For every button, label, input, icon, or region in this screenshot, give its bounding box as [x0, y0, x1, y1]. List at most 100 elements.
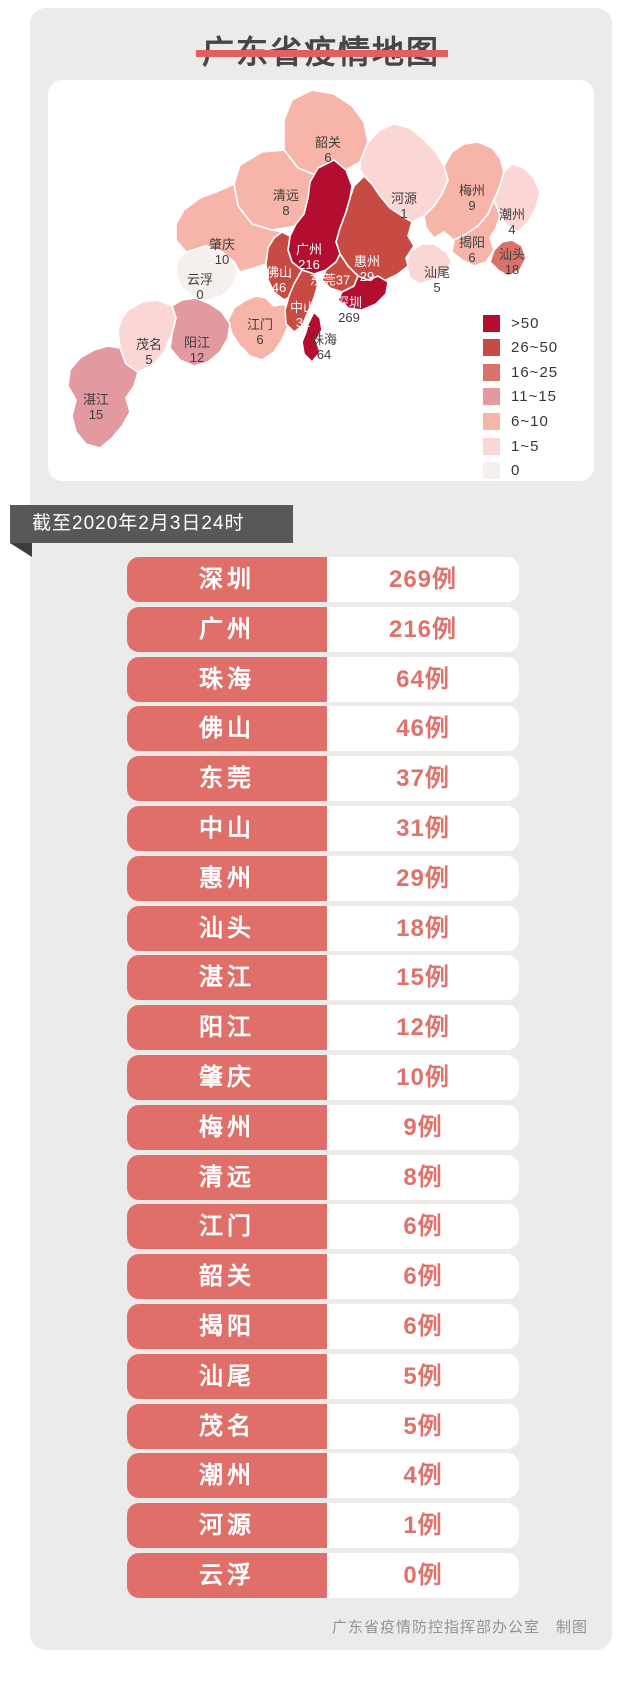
legend-label: 6~10 — [511, 412, 549, 430]
map-label-jieyang: 揭阳 6 — [458, 234, 486, 265]
case-count: 216例 — [327, 606, 519, 652]
legend-item-zero: 0 — [483, 462, 520, 480]
case-count: 4例 — [327, 1453, 519, 1499]
table-row: 深圳 269例 — [127, 557, 519, 602]
city-name: 佛山 — [127, 706, 327, 752]
legend-item-r26_50: 26~50 — [483, 339, 558, 357]
map-label-heyuan: 河源 1 — [390, 190, 418, 221]
map-label-zhongshan: 中山 31 — [289, 299, 317, 330]
case-count: 0例 — [327, 1552, 519, 1598]
case-count: 18例 — [327, 905, 519, 951]
legend-label: 11~15 — [511, 388, 558, 406]
map-label-qingyuan: 清远 8 — [272, 187, 300, 218]
map-region-zhuhai — [301, 311, 323, 363]
map-label-shantou: 汕头 18 — [498, 246, 526, 277]
map-region-yangjiang — [169, 297, 231, 367]
city-name: 河源 — [127, 1503, 327, 1549]
map-label-zhuhai: 珠海 64 — [310, 331, 338, 362]
case-count: 6例 — [327, 1303, 519, 1349]
legend-swatch — [483, 388, 500, 406]
map-label-zhanjiang: 湛江 15 — [82, 391, 110, 422]
table-row: 江门 6例 — [127, 1204, 519, 1250]
legend-label: 16~25 — [511, 363, 559, 381]
legend-label: 1~5 — [511, 437, 540, 455]
case-count: 46例 — [327, 706, 519, 752]
table-row: 珠海 64例 — [127, 656, 519, 702]
map-label-foshan: 佛山 46 — [265, 264, 293, 295]
map-label-yunfu: 云浮 0 — [186, 271, 214, 302]
case-count: 31例 — [327, 805, 519, 851]
legend-label: 0 — [511, 462, 521, 480]
table-row: 湛江 15例 — [127, 955, 519, 1001]
city-name: 珠海 — [127, 656, 327, 702]
table-row: 茂名 5例 — [127, 1403, 519, 1449]
case-count: 29例 — [327, 855, 519, 901]
map-region-jieyang — [451, 199, 501, 267]
legend-swatch — [483, 314, 500, 332]
table-row: 中山 31例 — [127, 805, 519, 851]
map-label-dongguan: 东莞37 — [309, 272, 351, 288]
map-region-shenzhen — [337, 275, 389, 311]
city-name: 云浮 — [127, 1552, 327, 1598]
case-count: 6例 — [327, 1204, 519, 1250]
legend-label: >50 — [511, 314, 540, 332]
table-row: 汕尾 5例 — [127, 1353, 519, 1399]
case-count: 1例 — [327, 1503, 519, 1549]
city-name: 揭阳 — [127, 1303, 327, 1349]
case-count: 6例 — [327, 1254, 519, 1300]
map-label-maoming: 茂名 5 — [135, 336, 163, 367]
map-region-shanwei — [405, 243, 453, 285]
city-name: 中山 — [127, 805, 327, 851]
city-name: 茂名 — [127, 1403, 327, 1449]
case-count: 15例 — [327, 955, 519, 1001]
city-name: 惠州 — [127, 855, 327, 901]
city-name: 阳江 — [127, 1005, 327, 1051]
legend-swatch — [483, 462, 500, 480]
table-row: 佛山 46例 — [127, 706, 519, 752]
map-region-zhanjiang — [67, 345, 139, 449]
map-label-shenzhen: 深圳 269 — [335, 294, 363, 325]
city-name: 湛江 — [127, 955, 327, 1001]
case-count: 5例 — [327, 1403, 519, 1449]
map-label-guangzhou: 广州 216 — [295, 241, 323, 272]
map-region-zhongshan — [284, 269, 319, 333]
city-name: 汕尾 — [127, 1353, 327, 1399]
legend-item-r6_10: 6~10 — [483, 412, 549, 430]
map-label-zhaoqing: 肇庆 10 — [208, 236, 236, 267]
table-row: 东莞 37例 — [127, 756, 519, 802]
footer-credit: 广东省疫情防控指挥部办公室 制图 — [331, 1619, 588, 1636]
case-count: 64例 — [327, 656, 519, 702]
map-card: 韶关 6 清远 8 河源 1 梅州 9 潮州 4 揭阳 6 汕尾 5 肇庆 10 云浮 0 江门 6 茂名 5 阳江 12 湛江… — [48, 80, 594, 481]
table-row: 云浮 0例 — [127, 1552, 519, 1598]
case-count: 5例 — [327, 1353, 519, 1399]
city-name: 广州 — [127, 606, 327, 652]
map-region-foshan — [265, 231, 303, 301]
map-region-shantou — [489, 239, 527, 277]
table-row: 揭阳 6例 — [127, 1303, 519, 1349]
date-banner-fold — [10, 543, 32, 557]
title-underline — [196, 50, 448, 57]
map-region-maoming — [117, 299, 177, 373]
map-label-shanwei: 汕尾 5 — [423, 264, 451, 295]
table-row: 潮州 4例 — [127, 1453, 519, 1499]
case-count: 37例 — [327, 756, 519, 802]
case-count: 12例 — [327, 1005, 519, 1051]
date-banner: 截至2020年2月3日24时 — [10, 505, 293, 543]
city-case-table: 深圳 269例 广州 216例 珠海 64例 佛山 46例 东莞 37例 中山 31例 惠州 29例 汕头 1… — [127, 557, 519, 1603]
legend-swatch — [483, 339, 500, 357]
table-row: 汕头 18例 — [127, 905, 519, 951]
city-name: 深圳 — [127, 557, 327, 602]
city-name: 清远 — [127, 1154, 327, 1200]
legend-swatch — [483, 412, 500, 430]
table-row: 韶关 6例 — [127, 1254, 519, 1300]
table-row: 惠州 29例 — [127, 855, 519, 901]
map-label-chaozhou: 潮州 4 — [498, 206, 526, 237]
city-name: 梅州 — [127, 1104, 327, 1150]
table-row: 阳江 12例 — [127, 1005, 519, 1051]
map-label-shaoguan: 韶关 6 — [314, 134, 342, 165]
guangdong-choropleth-map — [67, 89, 541, 449]
case-count: 269例 — [327, 557, 519, 602]
legend-label: 26~50 — [511, 339, 559, 357]
legend-item-r11_15: 11~15 — [483, 388, 557, 406]
